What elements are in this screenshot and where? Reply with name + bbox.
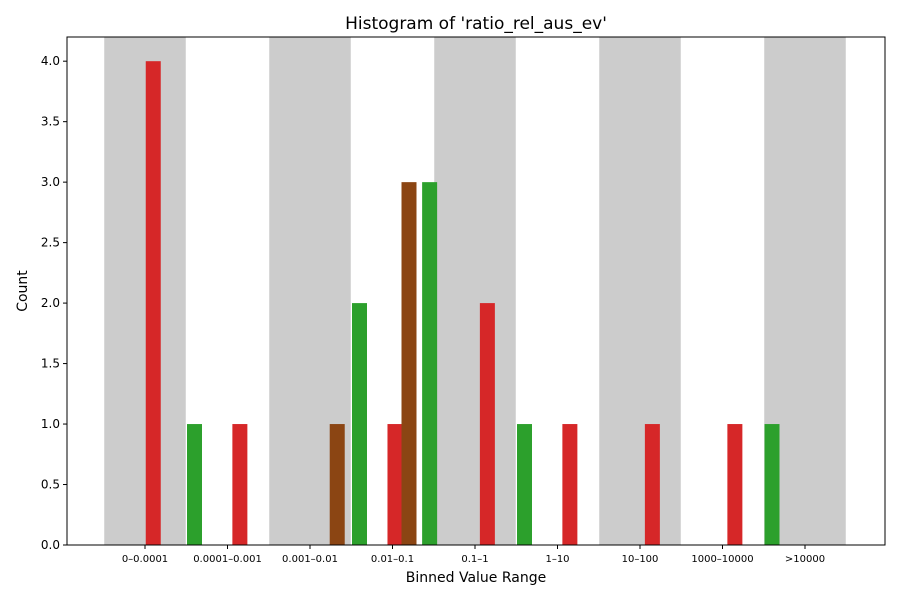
shaded-band (434, 37, 516, 545)
bar (329, 424, 345, 545)
bar (187, 424, 202, 545)
y-tick-label: 0.0 (41, 538, 60, 552)
x-tick-label: 10–100 (622, 554, 659, 565)
bar (422, 182, 438, 545)
bar (232, 424, 248, 545)
chart-title: Histogram of 'ratio_rel_aus_ev' (345, 14, 607, 34)
y-axis: 0.0 0.5 1.0 1.5 2.0 2.5 3.0 3.5 4.0 (41, 54, 67, 552)
y-tick-label: 0.5 (41, 478, 60, 492)
y-tick-label: 1.5 (41, 357, 60, 371)
x-axis-label: Binned Value Range (406, 570, 546, 586)
y-tick-label: 3.5 (41, 115, 60, 129)
bar (401, 182, 417, 545)
x-axis: 0–0.0001 0.0001–0.001 0.001–0.01 0.01–0.1 0.… (122, 545, 825, 565)
y-axis-label: Count (15, 270, 31, 312)
bar (562, 424, 578, 545)
x-tick-label: 0.0001–0.001 (193, 554, 262, 565)
plot-frame (66, 36, 886, 546)
bar (352, 303, 367, 545)
bar (644, 424, 660, 545)
bars (145, 61, 780, 545)
x-tick-label: 1–10 (545, 554, 569, 565)
bar (764, 424, 780, 545)
x-tick-label: 1000–10000 (691, 554, 753, 565)
y-tick-label: 2.5 (41, 236, 60, 250)
bar (479, 303, 495, 545)
bar (727, 424, 743, 545)
x-tick-label: >10000 (785, 554, 825, 565)
shaded-band (104, 37, 186, 545)
bar (387, 424, 403, 545)
x-tick-label: 0.1–1 (461, 554, 488, 565)
shaded-band (599, 37, 681, 545)
x-tick-label: 0.01–0.1 (371, 554, 414, 565)
y-tick-label: 4.0 (41, 54, 60, 68)
bar (517, 424, 532, 545)
x-tick-label: 0.001–0.01 (282, 554, 338, 565)
y-tick-label: 1.0 (41, 417, 60, 431)
y-tick-label: 2.0 (41, 296, 60, 310)
bar (145, 61, 161, 545)
x-tick-label: 0–0.0001 (122, 554, 168, 565)
y-tick-label: 3.0 (41, 175, 60, 189)
